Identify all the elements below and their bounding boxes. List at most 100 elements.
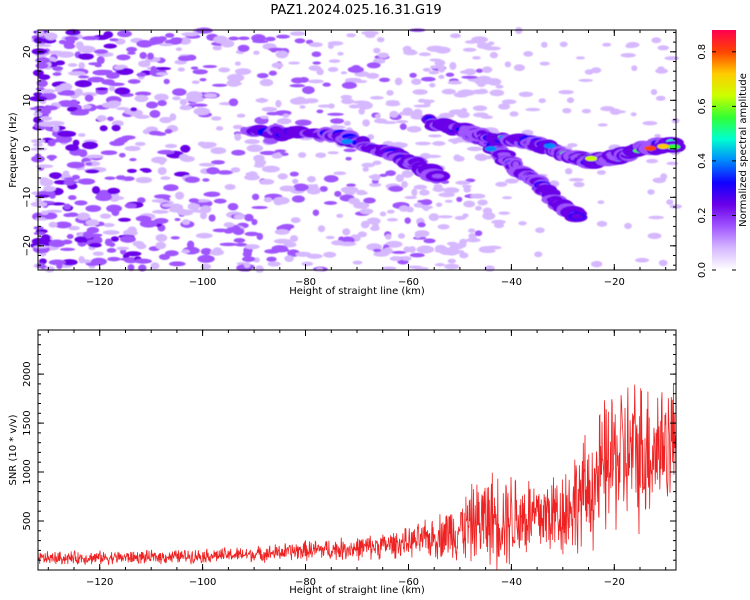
noise-cell [573,181,585,188]
noise-cell [343,148,357,153]
noise-cell [664,56,680,61]
noise-cell [36,79,48,88]
noise-cell [99,213,112,219]
noise-cell [93,49,109,54]
noise-cell [386,90,394,96]
noise-cell [127,264,135,271]
noise-cell [217,170,233,175]
noise-cell [424,154,442,159]
noise-cell [422,67,432,72]
noise-cell [59,247,76,252]
noise-cell [417,98,427,103]
noise-cell [142,168,152,173]
noise-cell [86,154,104,159]
noise-cell [493,222,505,229]
noise-cell [460,107,468,113]
noise-cell [135,176,153,184]
noise-cell [251,205,268,210]
noise-cell [78,133,86,137]
noise-cell [44,32,58,41]
noise-cell [301,261,314,266]
colorbar-ticks: 0.0 0.2 0.4 0.6 0.8 [697,44,736,278]
noise-cell [87,76,105,83]
ridge-peak [585,155,598,162]
noise-cell [651,37,662,44]
noise-cell [368,174,380,179]
noise-cell [578,78,593,82]
noise-cell [49,172,62,179]
noise-cell [66,233,74,240]
noise-cell [254,159,267,166]
noise-cell [402,107,413,115]
noise-cell [489,51,498,59]
noise-cell [84,94,94,102]
noise-cell [597,200,605,205]
noise-cell [525,107,541,112]
noise-cell [105,72,120,79]
noise-cell [47,50,65,55]
noise-cell [139,52,147,59]
noise-cell [652,177,666,184]
noise-cell [174,217,181,222]
noise-cell [48,239,66,248]
noise-cell [33,231,46,236]
noise-cell [432,141,446,146]
noise-cell [78,178,96,185]
noise-cell [341,98,355,105]
noise-cell [666,161,679,166]
colorbar-tick-label: 0.0 [697,262,708,278]
noise-cell [498,103,511,110]
noise-cell [478,246,493,253]
noise-cell [568,178,584,182]
noise-cell [126,168,137,173]
noise-cell [90,257,107,266]
noise-cell [193,107,211,116]
noise-cell [255,265,264,273]
noise-cell [127,51,136,55]
noise-cell [292,178,299,185]
noise-cell [307,175,316,183]
noise-cell [406,125,422,133]
noise-cell [630,112,637,117]
noise-cell [277,173,288,180]
noise-cell [274,228,290,235]
noise-cell [54,60,66,66]
noise-cell [127,79,141,84]
noise-cell [52,72,62,76]
noise-cell [279,185,296,192]
ridge-peak [644,145,657,151]
noise-cell [602,42,612,47]
noise-cell [472,105,488,112]
noise-cell [412,89,428,95]
noise-cell [156,72,169,76]
y-tick-label: 0 [22,146,33,152]
noise-cell [352,100,370,105]
noise-cell [134,141,146,146]
noise-cell [188,198,199,203]
noise-cell [403,50,418,56]
noise-cell [191,80,200,85]
noise-cell [74,200,88,206]
noise-cell [35,62,49,69]
noise-cell [52,125,60,132]
noise-cell [170,236,180,240]
noise-cell [186,240,195,249]
noise-cell [63,177,78,181]
noise-cell [179,105,193,111]
noise-cell [69,99,79,108]
noise-cell [401,181,408,188]
noise-cell [316,109,324,114]
noise-cell [581,108,592,114]
noise-cell [108,242,116,247]
noise-cell [400,256,412,261]
noise-cell [445,72,455,77]
noise-cell [155,241,167,250]
noise-cell [420,199,433,206]
noise-cell [340,186,359,194]
noise-cell [477,81,486,88]
noise-cell [446,241,458,246]
noise-cell [81,36,100,41]
noise-cell [99,125,108,132]
noise-cell [88,242,102,248]
noise-cell [389,110,399,118]
